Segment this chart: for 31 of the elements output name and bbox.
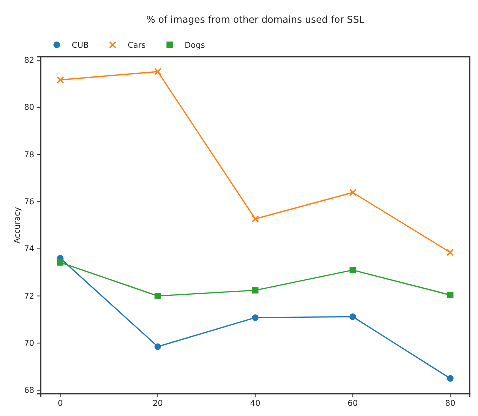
point <box>154 68 162 76</box>
point <box>447 375 454 382</box>
y-axis-title: Accuracy <box>13 206 22 244</box>
point <box>154 344 162 350</box>
y-tick-label: 68 <box>24 386 34 396</box>
legend-label: Cars <box>128 41 146 50</box>
y-tick-label: 78 <box>24 150 34 160</box>
legend-label: CUB <box>72 41 89 50</box>
point <box>252 215 260 223</box>
x-tick-label: 0 <box>58 399 64 408</box>
point <box>154 293 162 300</box>
legend-label: Dogs <box>184 41 206 50</box>
x-tick-label: 40 <box>250 399 261 408</box>
y-tick-label: 80 <box>24 103 34 112</box>
y-tick-label: 72 <box>24 292 34 301</box>
point <box>350 267 356 274</box>
point <box>349 189 357 196</box>
x-tick-label: 80 <box>445 399 456 408</box>
point <box>252 314 259 322</box>
point <box>56 76 64 84</box>
y-tick-label: 70 <box>24 338 34 348</box>
y-tick-label: 74 <box>24 244 34 254</box>
x-tick-label: 20 <box>152 399 164 408</box>
point <box>446 248 454 256</box>
point <box>57 260 64 266</box>
y-tick-label: 82 <box>24 56 34 66</box>
point <box>447 292 454 298</box>
y-tick-label: 76 <box>24 197 34 206</box>
x-tick-label: 60 <box>348 399 358 408</box>
chart-title: % of images from other domains used for SSL <box>146 15 366 26</box>
point <box>350 314 356 320</box>
